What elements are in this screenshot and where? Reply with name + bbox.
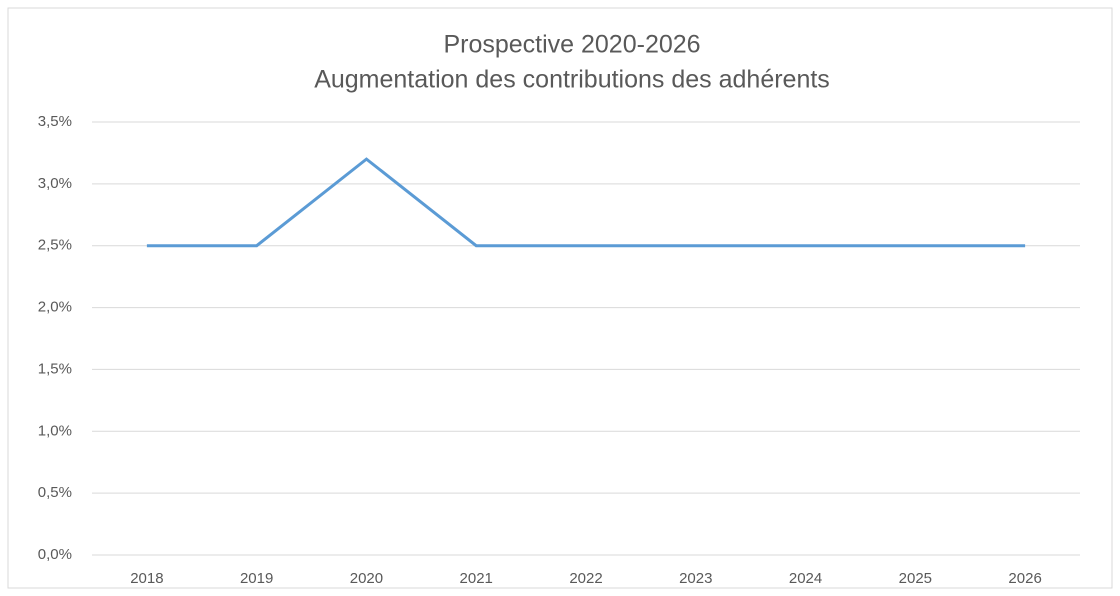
- y-tick-label: 3,5%: [38, 113, 72, 130]
- y-tick-label: 1,5%: [38, 360, 72, 377]
- data-line: [146, 157, 1026, 248]
- y-tick-label: 1,0%: [38, 422, 72, 439]
- y-tick-label: 2,5%: [38, 237, 72, 254]
- chart-border: [7, 7, 1113, 589]
- x-tick-label: 2022: [569, 570, 602, 587]
- x-tick-label: 2023: [679, 570, 712, 587]
- x-tick-label: 2020: [350, 570, 383, 587]
- chart-title: Prospective 2020-2026: [443, 31, 700, 59]
- y-tick-label: 2,0%: [38, 299, 72, 316]
- y-tick-label: 3,0%: [38, 175, 72, 192]
- x-tick-label: 2026: [1008, 570, 1041, 587]
- y-tick-label: 0,5%: [38, 484, 72, 501]
- x-tick-label: 2019: [240, 570, 273, 587]
- x-tick-label: 2024: [789, 570, 822, 587]
- x-tick-label: 2025: [899, 570, 932, 587]
- x-tick-label: 2018: [130, 570, 163, 587]
- x-tick-label: 2021: [460, 570, 493, 587]
- chart-subtitle: Augmentation des contributions des adhér…: [314, 66, 830, 94]
- y-tick-label: 0,0%: [38, 546, 72, 563]
